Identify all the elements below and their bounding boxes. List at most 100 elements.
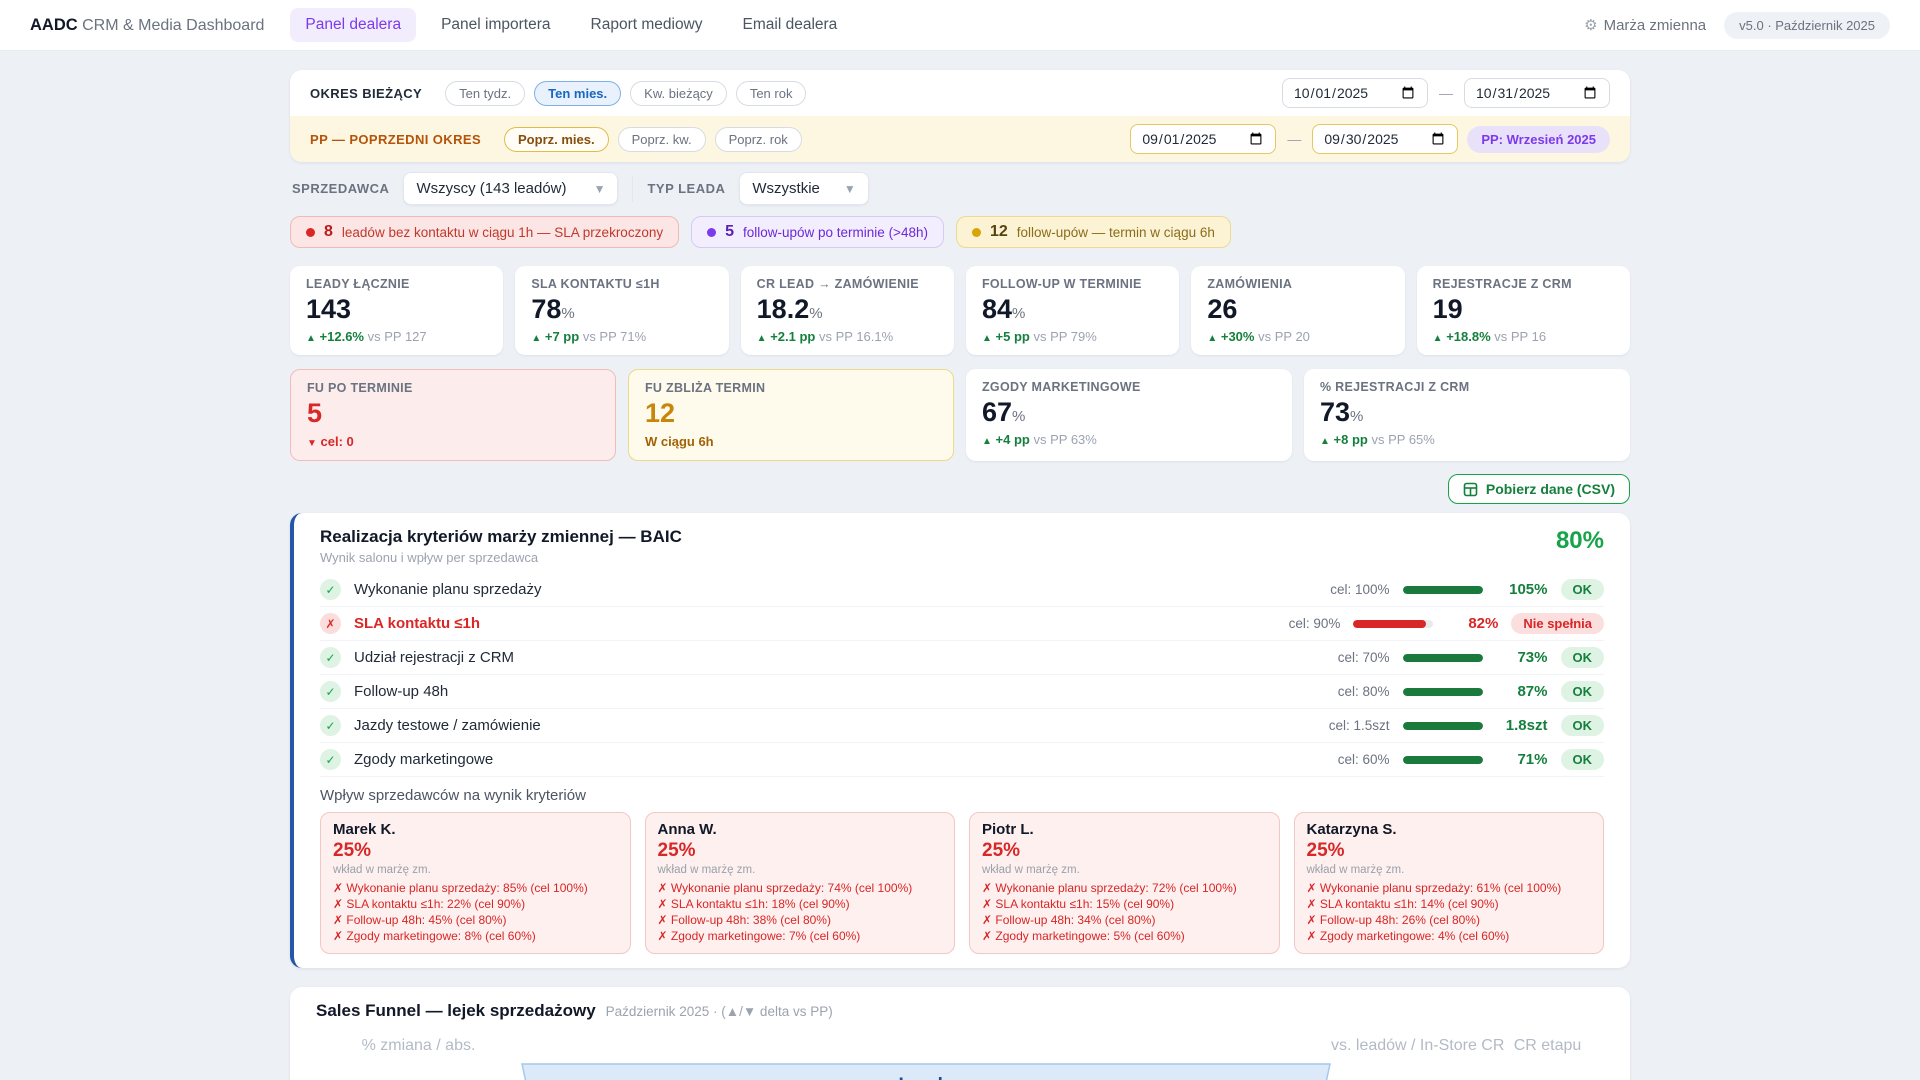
kpi-followup-w-terminie: FOLLOW-UP W TERMINIE 84% ▲ +5 pp vs PP 7… [965, 266, 1180, 356]
seller-issue: ✗ Follow-up 48h: 45% (cel 80%) [333, 913, 507, 927]
pp-date-from-input[interactable] [1130, 124, 1277, 154]
yellow-dot-icon [971, 227, 981, 237]
seller-name: Piotr L. [982, 821, 1034, 839]
lead-type-label: TYP LEADA [647, 181, 726, 196]
period-pill-ten-rok[interactable]: Ten rok [735, 80, 807, 106]
kpi-value: 19 [1432, 294, 1463, 324]
seller-select[interactable]: Wszyscy (143 leadów) ▼ [403, 172, 619, 205]
seller-share: 25% [1306, 840, 1345, 862]
seller-card-piotr: Piotr L. 25% wkład w marżę zm. ✗ Wykonan… [969, 812, 1280, 954]
progress-bar [1402, 721, 1483, 730]
kpi-unit: % [1012, 305, 1026, 322]
trend-up-icon: ▲ [1432, 333, 1443, 345]
tab-panel-dealera[interactable]: Panel dealera [290, 8, 417, 42]
download-csv-button[interactable]: Pobierz dane (CSV) [1447, 474, 1630, 505]
alert-followup-overdue: 5 follow-upów po terminie (>48h) [691, 216, 944, 248]
tab-raport-mediowy[interactable]: Raport mediowy [590, 16, 703, 33]
kpi-label: ZAMÓWIENIA [1207, 277, 1293, 291]
kpi-row-1: LEADY ŁĄCZNIE 143 ▲ +12.6% vs PP 127 SLA… [290, 266, 1630, 356]
kpi-vs-pp: vs PP 65% [1371, 432, 1435, 448]
criterion-value: 73% [1517, 649, 1548, 667]
previous-period-row: PP — POPRZEDNI OKRES Poprz. mies. Poprz.… [290, 116, 1630, 162]
pp-pill-poprz-rok[interactable]: Poprz. rok [714, 126, 802, 152]
kpi-label: SLA KONTAKTU ≤1H [531, 277, 660, 291]
criterion-row: ✓ Udział rejestracji z CRM cel: 70% 73% … [320, 641, 1604, 676]
criterion-name: Wykonanie planu sprzedaży [354, 581, 542, 599]
seller-issue: ✗ Wykonanie planu sprzedaży: 72% (cel 10… [982, 881, 1237, 896]
date-range-separator: — [1439, 85, 1453, 101]
seller-name: Marek K. [333, 821, 396, 839]
seller-label: SPRZEDAWCA [292, 181, 390, 196]
seller-issue: ✗ Wykonanie planu sprzedaży: 61% (cel 10… [1306, 881, 1562, 896]
pp-pill-poprz-mies[interactable]: Poprz. mies. [504, 126, 609, 152]
lead-type-select[interactable]: Wszystkie ▼ [739, 172, 869, 205]
seller-name: Anna W. [657, 821, 717, 839]
main-content: OKRES BIEŻĄCY Ten tydz. Ten mies. Kw. bi… [290, 51, 1630, 1080]
lead-type-select-value: Wszystkie [752, 180, 820, 197]
period-pill-ten-tydz[interactable]: Ten tydz. [445, 80, 526, 106]
kpi-value: 12 [645, 398, 676, 429]
kpi-value: 26 [1207, 294, 1238, 324]
check-icon: ✓ [320, 715, 341, 737]
seller-select-value: Wszyscy (143 leadów) [416, 180, 567, 197]
kpi-delta: +7 pp [544, 329, 580, 345]
kpi-note: cel: 0 [320, 434, 354, 450]
divider [632, 175, 634, 202]
trend-up-icon: ▲ [981, 333, 992, 345]
criterion-row: ✓ Zgody marketingowe cel: 60% 71% OK [320, 743, 1604, 778]
criterion-value: 71% [1517, 751, 1548, 769]
pp-month-badge: PP: Wrzesień 2025 [1467, 125, 1610, 153]
funnel-title: Sales Funnel — lejek sprzedażowy [316, 1000, 596, 1020]
seller-card-katarzyna: Katarzyna S. 25% wkład w marżę zm. ✗ Wyk… [1293, 812, 1604, 954]
kpi-value: 78 [531, 294, 562, 324]
chevron-down-icon: ▼ [843, 181, 856, 196]
status-badge: OK [1560, 579, 1604, 601]
stage-vs-leads: 100% baza [1331, 1063, 1491, 1080]
kpi-vs-pp: vs PP 127 [367, 329, 427, 345]
check-icon: ✓ [320, 749, 341, 771]
kpi-note: W ciągu 6h [645, 434, 714, 450]
kpi-value: 73 [1320, 397, 1351, 428]
kpi-unit: % [809, 305, 823, 322]
kpi-label: FU PO TERMINIE [307, 381, 413, 396]
pp-date-to-input[interactable] [1312, 124, 1459, 154]
status-badge: OK [1560, 749, 1604, 771]
period-pill-ten-mies[interactable]: Ten mies. [534, 80, 622, 106]
criterion-row: ✓ Wykonanie planu sprzedaży cel: 100% 10… [320, 573, 1604, 608]
kpi-label: FU ZBLIŻA TERMIN [645, 381, 766, 396]
seller-issue: ✗ SLA kontaktu ≤1h: 14% (cel 90%) [1306, 897, 1499, 912]
previous-period-label: PP — POPRZEDNI OKRES [310, 131, 482, 147]
period-pill-kw-biezacy[interactable]: Kw. bieżący [630, 80, 727, 106]
tab-email-dealera[interactable]: Email dealera [742, 16, 838, 33]
alert-count: 8 [324, 223, 333, 240]
margin-settings-button[interactable]: ⚙ Marża zmienna [1584, 16, 1707, 35]
kpi-vs-pp: vs PP 63% [1033, 432, 1097, 448]
pp-pill-poprz-kw[interactable]: Poprz. kw. [617, 126, 706, 152]
kpi-vs-pp: vs PP 20 [1258, 329, 1310, 345]
current-period-row: OKRES BIEŻĄCY Ten tydz. Ten mies. Kw. bi… [290, 70, 1630, 116]
funnel-col-spacer [521, 1037, 1331, 1055]
current-date-to-input[interactable] [1464, 78, 1610, 108]
alert-count: 5 [725, 223, 734, 240]
kpi-value: 84 [981, 294, 1013, 324]
sellers-impact-heading: Wpływ sprzedawców na wynik kryteriów [320, 787, 586, 805]
funnel-stage-leady: ▲ +13% +16 Leady 143 100% baza [316, 1063, 1604, 1080]
alert-sla-breach: 8 leadów bez kontaktu w ciągu 1h — SLA p… [290, 216, 680, 248]
tab-panel-importera[interactable]: Panel importera [441, 16, 551, 33]
margin-settings-label: Marża zmienna [1603, 16, 1707, 34]
criterion-name: Follow-up 48h [354, 683, 449, 701]
progress-bar [1402, 687, 1483, 696]
seller-share-label: wkład w marżę zm. [1306, 864, 1405, 877]
criterion-value: 87% [1517, 683, 1548, 701]
funnel-shape-icon [521, 1063, 1331, 1080]
trend-down-icon: ▼ [307, 438, 317, 450]
kpi-delta: +5 pp [995, 329, 1030, 345]
kpi-fu-po-terminie: FU PO TERMINIE 5 ▼ cel: 0 [290, 369, 616, 462]
current-period-label: OKRES BIEŻĄCY [310, 85, 423, 101]
kpi-label: FOLLOW-UP W TERMINIE [981, 277, 1142, 291]
seller-card-anna: Anna W. 25% wkład w marżę zm. ✗ Wykonani… [644, 812, 955, 954]
funnel-trapezoid: Leady 143 [521, 1063, 1331, 1080]
chevron-down-icon: ▼ [593, 181, 606, 196]
baic-header: Realizacja kryteriów marży zmiennej — BA… [320, 527, 1604, 565]
current-date-from-input[interactable] [1282, 78, 1428, 108]
